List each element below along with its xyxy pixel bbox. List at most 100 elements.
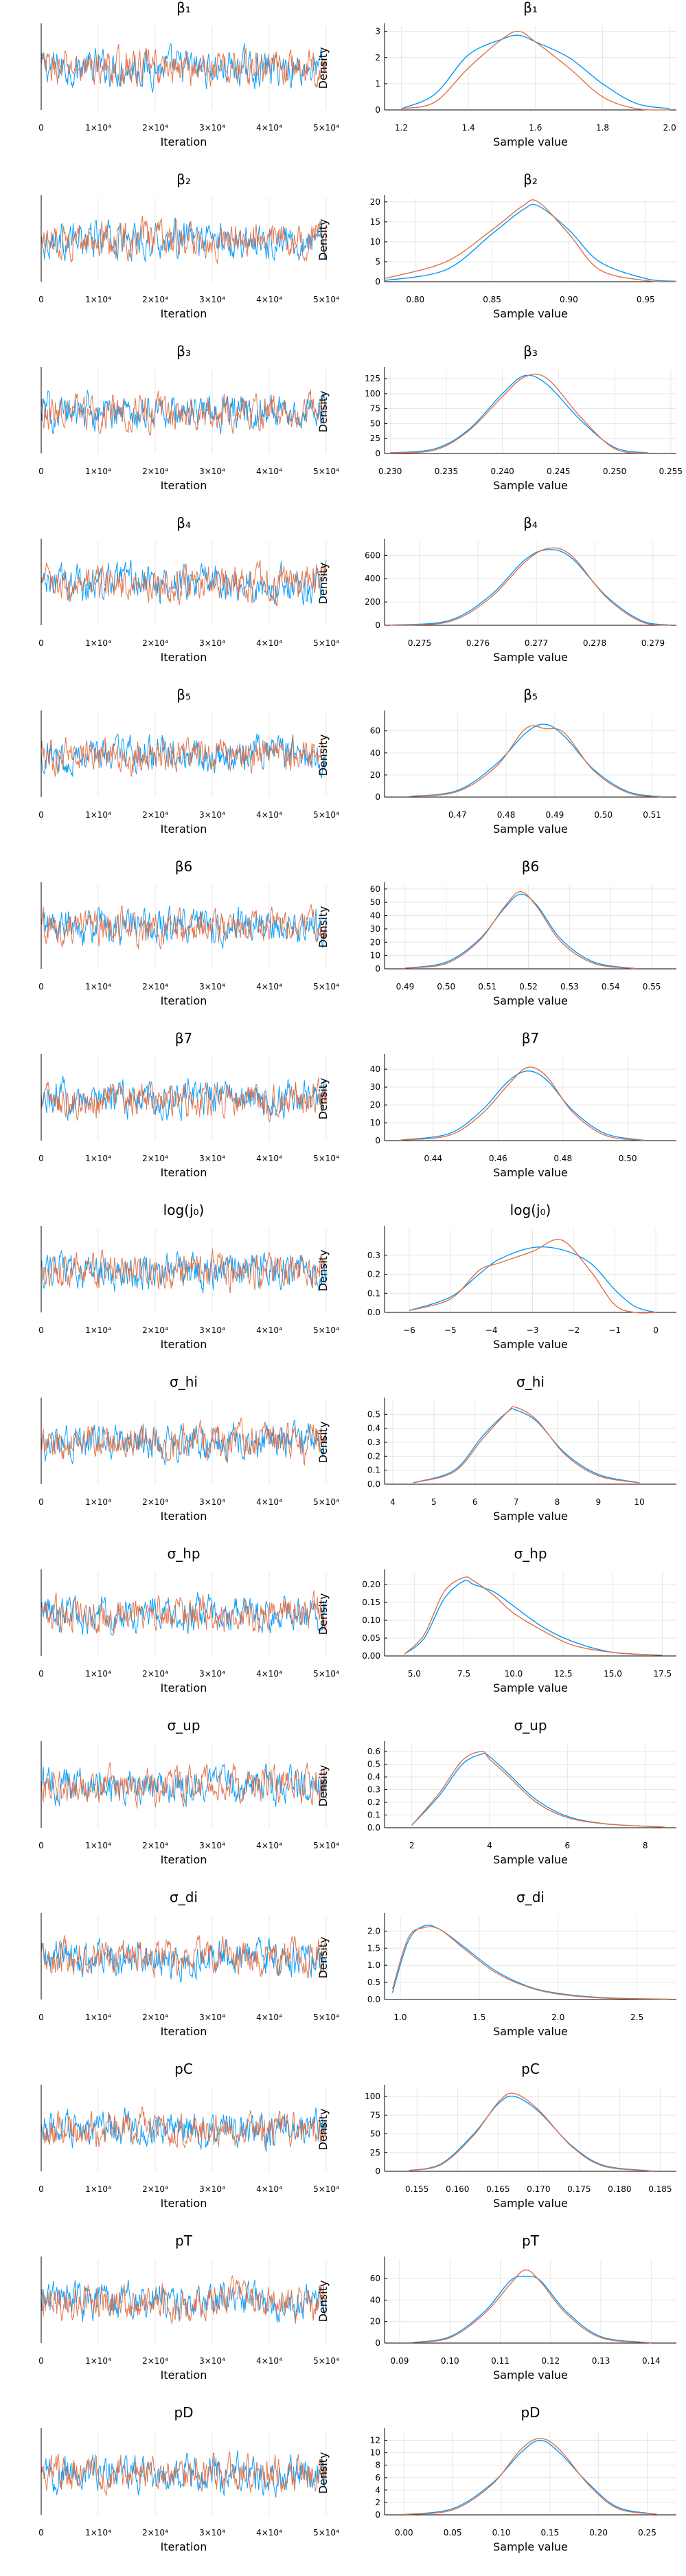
density-title: σ_hi xyxy=(516,1374,545,1390)
trace-x-tick-label: 2×10⁴ xyxy=(142,1154,168,1163)
panel-row-13: pT 0 1×10⁴ 2×10⁴ 3×10⁴ 4×10⁴ 5×10⁴ Iteration pT 0… xyxy=(38,2232,676,2382)
density-y-tick-label: 0.5 xyxy=(367,1978,380,1987)
density-curve-chain-2 xyxy=(411,1751,665,1828)
trace-x-tick-label: 5×10⁴ xyxy=(313,638,339,648)
density-x-tick-label: 0.11 xyxy=(491,2356,510,2366)
density-y-tick-label: 20 xyxy=(370,1100,380,1110)
density-y-axis-label: Density xyxy=(317,391,330,433)
density-curve-chain-2 xyxy=(401,30,670,111)
density-y-tick-label: 30 xyxy=(370,1082,380,1092)
density-y-tick-label: 0.1 xyxy=(367,1811,380,1820)
density-plot: pD 0 2 4 6 8 10 12 0.00 0.05 0.10 0.15 0.20 0.25 Densi… xyxy=(317,2404,676,2553)
density-y-tick-label: 10 xyxy=(370,237,380,247)
density-x-tick-label: 0.20 xyxy=(589,2528,608,2538)
trace-chain-2 xyxy=(41,560,327,607)
trace-chain-2 xyxy=(41,1762,327,1809)
density-x-tick-label: 0.10 xyxy=(492,2528,511,2538)
trace-title: log(j₀) xyxy=(163,1202,205,1218)
density-y-tick-label: 50 xyxy=(370,2129,380,2139)
trace-x-tick-label: 0 xyxy=(38,982,44,992)
density-x-tick-label: 1.8 xyxy=(596,123,609,133)
density-curve-chain-1 xyxy=(409,724,662,798)
trace-chain-1 xyxy=(41,559,327,606)
density-x-tick-label: 8 xyxy=(643,1841,648,1850)
trace-x-tick-label: 4×10⁴ xyxy=(256,2013,282,2022)
density-x-tick-label: 2 xyxy=(409,1841,415,1850)
density-x-tick-label: 15.0 xyxy=(604,1669,622,1679)
density-y-tick-label: 0 xyxy=(375,105,380,115)
density-x-tick-label: 0.53 xyxy=(560,982,579,992)
density-y-tick-label: 40 xyxy=(370,748,380,758)
density-x-tick-label: 0.52 xyxy=(519,982,538,992)
trace-title: β₂ xyxy=(176,171,191,188)
density-x-tick-label: 0.13 xyxy=(592,2356,610,2366)
density-x-tick-label: −3 xyxy=(527,1325,539,1335)
density-y-tick-label: 20 xyxy=(370,197,380,207)
density-x-tick-label: 0.50 xyxy=(437,982,455,992)
density-plot: β₂ 0 5 10 15 20 0.80 0.85 0.90 0.95 Density Sample … xyxy=(317,171,677,320)
trace-x-tick-label: 1×10⁴ xyxy=(85,1497,111,1507)
trace-x-tick-label: 5×10⁴ xyxy=(313,2356,339,2366)
panel-row-8: σ_hi0 1×10⁴ 2×10⁴ 3×10⁴ 4×10⁴ 5×10⁴Iterationσ… xyxy=(38,1374,676,1523)
trace-x-tick-label: 4×10⁴ xyxy=(256,982,282,992)
density-x-tick-label: 0.46 xyxy=(489,1154,507,1163)
density-x-tick-label: −2 xyxy=(568,1325,580,1335)
density-y-tick-label: 50 xyxy=(370,418,380,428)
density-plot: β₅ 0 20 40 60 0.47 0.48 0.49 0.50 0.51 Density Samp… xyxy=(317,686,676,836)
density-title: β₁ xyxy=(523,0,538,16)
density-x-axis-label: Sample value xyxy=(493,479,568,492)
density-x-tick-label: −4 xyxy=(485,1325,498,1335)
density-y-axis-label: Density xyxy=(317,2452,330,2494)
density-y-tick-label: 100 xyxy=(365,389,380,399)
trace-x-tick-label: 4×10⁴ xyxy=(256,2528,282,2538)
density-y-axis-label: Density xyxy=(317,219,330,261)
density-y-tick-label: 0.15 xyxy=(362,1598,380,1607)
panel-row-0: β₁ 0 1×10⁴ 2×10⁴ 3×10⁴ 4×10⁴ 5×10⁴ Iteration β₁ 0… xyxy=(38,0,676,148)
trace-x-tick-label: 0 xyxy=(38,467,44,476)
density-x-tick-label: 0.250 xyxy=(603,467,626,476)
density-x-axis-label: Sample value xyxy=(493,822,568,836)
trace-x-tick-label: 5×10⁴ xyxy=(313,2184,339,2194)
trace-x-tick-label: 2×10⁴ xyxy=(142,1669,168,1679)
density-x-tick-label: 0.48 xyxy=(553,1154,572,1163)
density-x-axis-label: Sample value xyxy=(493,1853,568,1866)
trace-x-axis-label: Iteration xyxy=(161,1166,207,1179)
trace-x-tick-label: 3×10⁴ xyxy=(199,2528,225,2538)
density-y-tick-label: 8 xyxy=(375,2461,380,2470)
trace-x-tick-label: 5×10⁴ xyxy=(313,295,339,304)
density-y-axis-label: Density xyxy=(317,563,330,605)
density-y-tick-label: 25 xyxy=(370,2148,380,2158)
trace-x-tick-label: 3×10⁴ xyxy=(199,810,225,820)
density-y-tick-label: 400 xyxy=(365,574,380,583)
density-y-tick-label: 0.4 xyxy=(367,1772,380,1782)
density-x-tick-label: 0.49 xyxy=(546,810,564,820)
density-x-tick-label: 5.0 xyxy=(408,1669,421,1679)
density-x-tick-label: 0.235 xyxy=(435,467,458,476)
panel-row-11: σ_di0 1×10⁴ 2×10⁴ 3×10⁴ 4×10⁴ 5×10⁴Iterationσ… xyxy=(38,1889,676,2038)
density-plot: β7 0 10 20 30 40 0.44 0.46 0.48 0.50 Density Sample… xyxy=(317,1030,676,1179)
trace-chain-1 xyxy=(41,43,327,93)
trace-x-tick-label: 4×10⁴ xyxy=(256,1669,282,1679)
trace-x-tick-label: 1×10⁴ xyxy=(85,638,111,648)
density-y-tick-label: 25 xyxy=(370,434,380,443)
density-y-tick-label: 0 xyxy=(375,2510,380,2520)
trace-chain-1 xyxy=(41,1250,327,1294)
density-title: σ_di xyxy=(516,1889,545,1905)
trace-x-tick-label: 5×10⁴ xyxy=(313,1154,339,1163)
density-x-tick-label: 0.185 xyxy=(648,2184,672,2194)
density-x-axis-label: Sample value xyxy=(493,1681,568,1694)
density-curve-chain-2 xyxy=(409,725,662,798)
trace-chain-1 xyxy=(41,2107,327,2152)
density-y-axis-label: Density xyxy=(317,2281,330,2322)
trace-x-tick-label: 2×10⁴ xyxy=(142,1325,168,1335)
density-y-tick-label: 60 xyxy=(370,884,380,894)
density-y-axis-label: Density xyxy=(317,1078,330,1120)
density-y-tick-label: 40 xyxy=(370,1064,380,1074)
density-x-tick-label: 0.255 xyxy=(659,467,683,476)
density-x-tick-label: −6 xyxy=(403,1325,415,1335)
trace-chain-1 xyxy=(41,1420,327,1466)
trace-x-tick-label: 5×10⁴ xyxy=(313,1669,339,1679)
density-y-tick-label: 0 xyxy=(375,449,380,458)
density-y-tick-label: 0 xyxy=(375,277,380,287)
